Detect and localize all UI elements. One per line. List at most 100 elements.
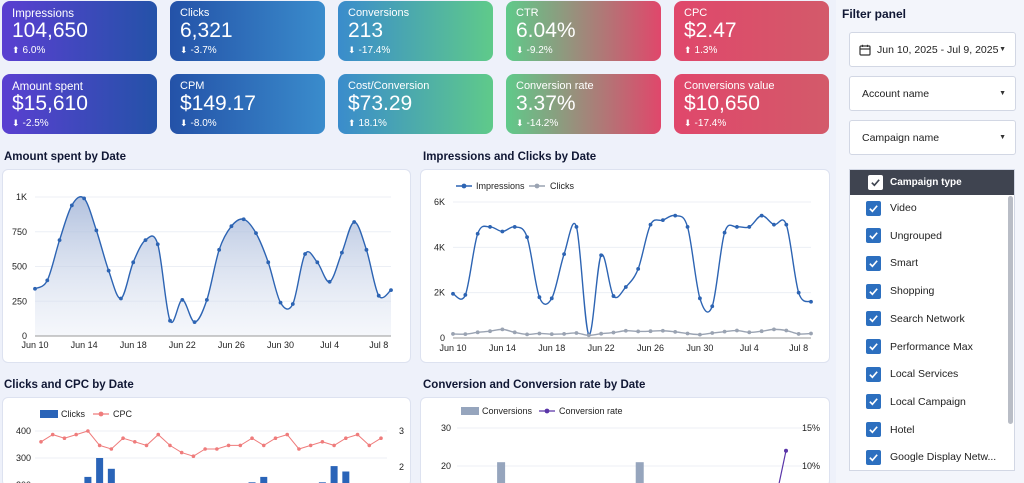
impressions-clicks-chart: Impressions Clicks 0 2K 4K 6K Jun 10 Jun 14 Jun … [420, 169, 830, 363]
data-point [308, 443, 313, 448]
data-point [500, 229, 505, 234]
kpi-change: ⬇ -2.5% [12, 118, 49, 130]
campaign-type-label: Ungrouped [890, 229, 942, 242]
data-point [599, 331, 604, 336]
data-point [168, 443, 172, 448]
data-point [500, 327, 505, 332]
bar [96, 458, 104, 483]
data-point [39, 440, 43, 444]
y-tick-label: 0 [22, 331, 27, 341]
checkbox[interactable] [866, 311, 881, 327]
data-point [611, 294, 616, 298]
checkbox[interactable] [866, 449, 881, 465]
kpi-change: ⬇ -17.4% [684, 118, 727, 130]
legend-dot [534, 183, 540, 189]
campaign-type-item[interactable]: Search Network [866, 311, 965, 327]
kpi-label: Conversions [348, 7, 410, 19]
checkbox[interactable] [866, 339, 881, 354]
x-tick-label: Jun 14 [489, 343, 516, 353]
data-point [747, 330, 752, 335]
data-point [339, 250, 344, 255]
data-point [636, 266, 641, 271]
kpi-label: Clicks [180, 7, 210, 19]
checkbox[interactable] [866, 283, 881, 299]
campaign-type-label: Google Display Netw... [890, 451, 997, 464]
campaign-type-item[interactable]: Ungrouped [866, 228, 942, 244]
data-point [735, 328, 739, 333]
filter-panel-title: Filter panel [842, 7, 907, 21]
data-point [697, 296, 702, 301]
y-tick-label: 200 [16, 480, 31, 483]
data-point [463, 293, 468, 297]
campaign-type-label: Performance Max [890, 340, 973, 353]
y-tick-label: 0 [440, 333, 445, 343]
data-point [119, 296, 123, 301]
campaign-type-header[interactable]: Campaign type [850, 170, 1014, 195]
x-tick-label: Jun 30 [267, 340, 294, 350]
select-all-checkbox[interactable] [868, 175, 883, 190]
data-point [772, 327, 776, 332]
kpi-change: ⬇ -3.7% [180, 45, 217, 57]
data-point [367, 443, 372, 448]
data-point [217, 247, 222, 252]
x-tick-label: Jun 14 [71, 340, 98, 350]
clicks-cpc-chart: Clicks CPC 400 300 200 3 2 [2, 397, 411, 483]
data-point [303, 252, 307, 256]
data-point [50, 432, 55, 437]
legend-dot [544, 408, 550, 414]
kpi-change: ⬇ -17.4% [348, 45, 391, 57]
kpi-label: Impressions [12, 8, 74, 20]
kpi-value: $73.29 [348, 92, 413, 115]
data-point [320, 440, 325, 444]
data-point [759, 213, 764, 218]
campaign-type-item[interactable]: Performance Max [866, 339, 973, 355]
data-point [475, 231, 480, 236]
campaign-type-item[interactable]: Hotel [866, 422, 915, 438]
data-point [475, 330, 480, 335]
y-tick-label: 4K [434, 242, 445, 252]
y-tick-label: 6K [434, 197, 445, 207]
legend-dot [461, 183, 467, 189]
data-point [463, 332, 468, 337]
checkbox[interactable] [866, 228, 881, 244]
data-point [623, 285, 628, 289]
checkbox[interactable] [866, 366, 881, 382]
campaign-type-label: Video [890, 202, 917, 214]
campaign-name-dropdown[interactable]: Campaign name ▼ [849, 120, 1016, 155]
check-icon [869, 370, 878, 379]
campaign-type-item[interactable]: Video [866, 200, 917, 216]
date-range-picker[interactable]: Jun 10, 2025 - Jul 9, 2025 ▼ [849, 32, 1016, 67]
kpi-value: 6,321 [180, 19, 233, 42]
x-tick-label: Jun 22 [169, 340, 196, 350]
data-point [250, 436, 254, 440]
x-tick-label: Jul 8 [789, 343, 808, 353]
data-point [599, 253, 604, 258]
data-point [636, 329, 641, 334]
y-tick-label: 400 [16, 426, 31, 436]
campaign-type-item[interactable]: Local Campaign [866, 394, 966, 410]
checkbox[interactable] [866, 200, 881, 216]
checkbox[interactable] [866, 422, 881, 438]
campaign-type-item[interactable]: Smart [866, 255, 918, 271]
account-name-dropdown[interactable]: Account name ▼ [849, 76, 1016, 111]
data-point [796, 290, 801, 295]
campaign-type-item[interactable]: Local Services [866, 366, 958, 382]
x-tick-label: Jul 4 [320, 340, 339, 350]
check-icon [869, 398, 878, 406]
data-point [772, 222, 776, 227]
y2-tick-label: 10% [802, 461, 820, 471]
checkbox[interactable] [866, 394, 881, 410]
data-point [144, 443, 149, 448]
chevron-down-icon: ▼ [999, 134, 1006, 141]
checkbox[interactable] [866, 255, 881, 271]
bar [107, 468, 115, 483]
data-point [226, 443, 231, 448]
data-point [254, 231, 258, 236]
campaign-type-item[interactable]: Google Display Netw... [866, 449, 996, 465]
campaign-type-item[interactable]: Shopping [866, 283, 934, 299]
list-scrollbar[interactable] [1008, 196, 1013, 424]
data-point [278, 300, 283, 305]
data-point [796, 332, 801, 336]
data-point [574, 331, 579, 335]
data-point [97, 443, 102, 448]
